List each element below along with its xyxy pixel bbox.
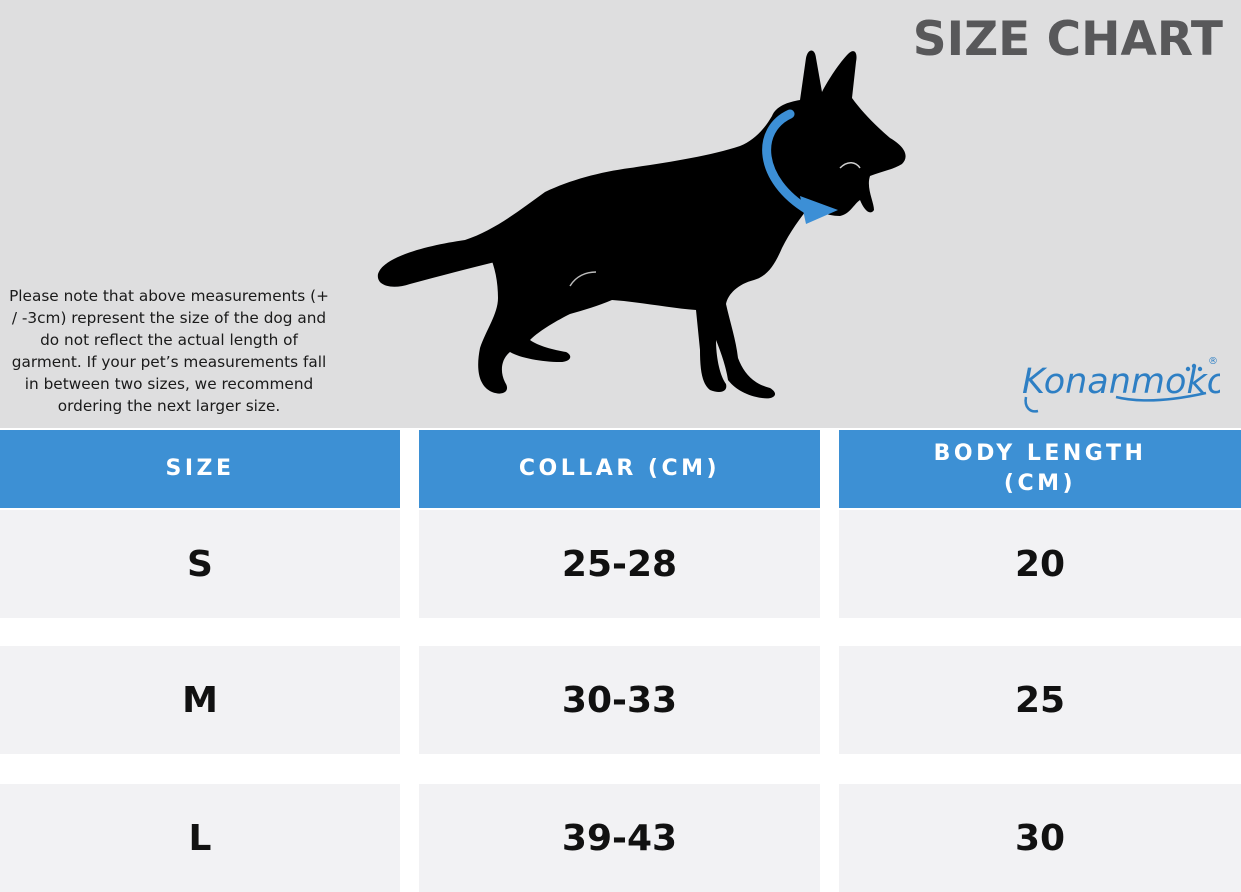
- table-cell-size: M: [0, 646, 400, 754]
- dog-silhouette-icon: [377, 50, 906, 399]
- table-cell-size: S: [0, 510, 400, 618]
- table-cell-collar: 30-33: [419, 646, 820, 754]
- body-length-line1: BODY LENGTH: [933, 441, 1147, 466]
- table-cell-body: 20: [839, 510, 1241, 618]
- table-cell-body: 30: [839, 784, 1241, 892]
- registered-mark: ®: [1208, 356, 1218, 367]
- table-cell-collar: 39-43: [419, 784, 820, 892]
- column-header-collar: COLLAR (CM): [419, 430, 820, 508]
- measurement-note: Please note that above measurements (+ /…: [9, 287, 329, 415]
- column-header-size: SIZE: [0, 430, 400, 508]
- table-cell-size: L: [0, 784, 400, 892]
- hero-panel: SIZE CHART Please note that above measur…: [0, 0, 1241, 428]
- column-header-body-length: BODY LENGTH (CM): [839, 430, 1241, 508]
- body-length-line2: (CM): [1003, 471, 1077, 496]
- table-cell-collar: 25-28: [419, 510, 820, 618]
- page-title: SIZE CHART: [912, 12, 1223, 67]
- brand-logo: Konanmoko ®: [1022, 356, 1220, 413]
- table-cell-body: 25: [839, 646, 1241, 754]
- paw-icon: [1185, 363, 1203, 372]
